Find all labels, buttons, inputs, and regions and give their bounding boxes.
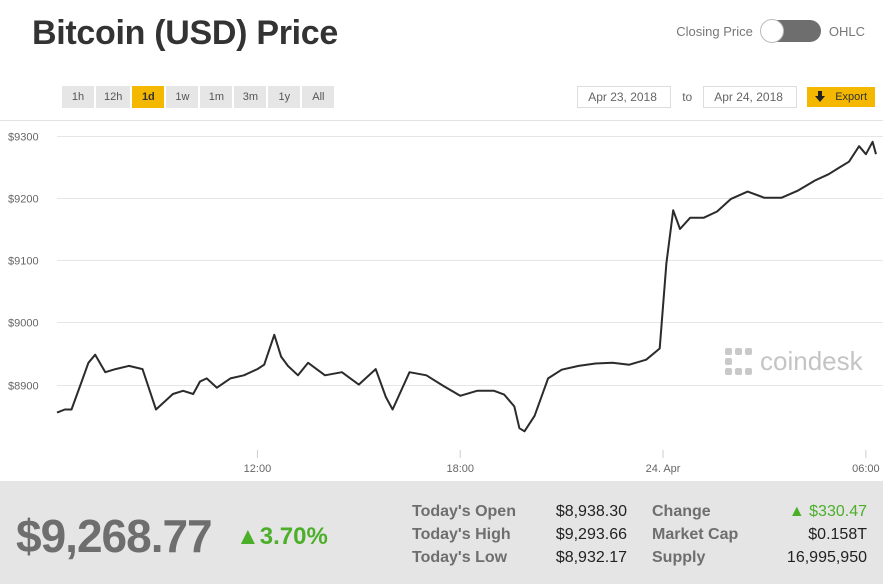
stat-row: Today's High $9,293.66 <box>412 526 627 549</box>
range-selector: 1h 12h 1d 1w 1m 3m 1y All <box>62 86 335 108</box>
switch-knob[interactable] <box>759 19 784 43</box>
coindesk-logo-icon <box>725 348 752 375</box>
stat-label: Market Cap <box>652 526 739 543</box>
price-chart: $8900 $9000 $9100 $9200 $9300 12:00 18:00 24. … <box>0 120 883 475</box>
toggle-label-closing: Closing Price <box>676 23 753 39</box>
range-1d[interactable]: 1d <box>132 86 165 108</box>
y-axis-ticks: $8900 $9000 $9100 $9200 $9300 <box>8 132 39 393</box>
stat-label: Today's Low <box>412 549 508 566</box>
x-tick-label: 12:00 <box>244 463 272 475</box>
change-amount: $330.47 <box>809 503 867 520</box>
stats-left: Today's Open $8,938.30 Today's High $9,293… <box>412 503 627 572</box>
chart-grid <box>0 120 883 386</box>
triangle-up-icon: ▲ <box>236 523 260 550</box>
stat-row: Supply 16,995,950 <box>652 549 867 572</box>
range-1m[interactable]: 1m <box>200 86 233 108</box>
page-title: Bitcoin (USD) Price <box>32 14 339 52</box>
stats-right: Change ▲ $330.47 Market Cap $0.158T Supply… <box>652 503 867 572</box>
stat-label: Change <box>652 503 711 520</box>
range-1h[interactable]: 1h <box>62 86 94 108</box>
triangle-up-icon: ▲ <box>788 503 810 520</box>
stat-row: Market Cap $0.158T <box>652 526 867 549</box>
price-series-line <box>56 140 877 433</box>
summary-panel: $9,268.77 ▲3.70% Today's Open $8,938.30 T… <box>0 481 883 584</box>
y-tick-label: $9200 <box>8 194 39 206</box>
export-button[interactable]: Export <box>807 87 875 107</box>
stat-value: $0.158T <box>808 526 867 543</box>
date-range: to Export <box>577 86 875 108</box>
export-label: Export <box>835 91 867 103</box>
y-tick-label: $9100 <box>8 256 39 268</box>
toggle-label-ohlc: OHLC <box>828 23 865 39</box>
price-type-toggle: Closing Price OHLC <box>676 19 865 43</box>
stat-value: $8,932.17 <box>555 549 627 566</box>
stat-value: 16,995,950 <box>786 549 867 566</box>
range-all[interactable]: All <box>302 86 335 108</box>
change-percent-value: 3.70% <box>259 523 328 550</box>
stat-label: Today's High <box>412 526 511 543</box>
stat-row: Change ▲ $330.47 <box>652 503 867 526</box>
range-12h[interactable]: 12h <box>96 86 131 108</box>
x-axis-ticks: 12:00 18:00 24. Apr 06:00 <box>244 450 880 475</box>
x-tick-label: 24. Apr <box>646 463 681 475</box>
range-1w[interactable]: 1w <box>166 86 199 108</box>
range-3m[interactable]: 3m <box>234 86 267 108</box>
coindesk-watermark: coindesk <box>760 346 864 376</box>
stat-value: $8,938.30 <box>555 503 627 520</box>
date-to-input[interactable] <box>703 86 798 108</box>
stat-label: Today's Open <box>412 503 516 520</box>
stat-label: Supply <box>652 549 706 566</box>
stat-row: Today's Open $8,938.30 <box>412 503 627 526</box>
stat-row: Today's Low $8,932.17 <box>412 549 627 572</box>
current-price: $9,268.77 <box>16 510 213 562</box>
date-to-label: to <box>682 90 693 104</box>
stat-value: $9,293.66 <box>555 526 627 543</box>
range-1y[interactable]: 1y <box>268 86 301 108</box>
y-tick-label: $8900 <box>8 381 39 393</box>
y-tick-label: $9000 <box>8 318 39 330</box>
date-from-input[interactable] <box>577 86 672 108</box>
change-percent: ▲3.70% <box>236 523 328 551</box>
x-tick-label: 18:00 <box>446 463 474 475</box>
download-arrow-icon <box>815 91 826 102</box>
x-tick-label: 06:00 <box>852 463 880 475</box>
change-value: ▲ $330.47 <box>789 503 867 526</box>
y-tick-label: $9300 <box>8 132 39 144</box>
closing-ohlc-switch[interactable] <box>759 19 821 43</box>
